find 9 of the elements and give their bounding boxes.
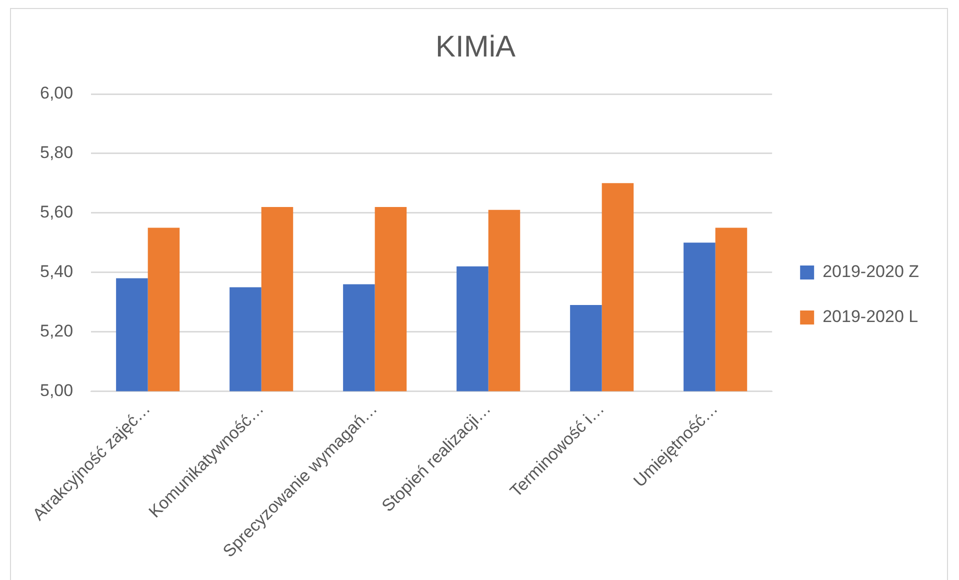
- y-tick-label: 5,40: [40, 262, 74, 282]
- y-tick-label: 5,80: [40, 143, 74, 162]
- legend-label: 2019-2020 L: [822, 307, 918, 326]
- y-tick-label: 6,00: [40, 84, 74, 103]
- y-tick-label: 5,20: [40, 321, 74, 340]
- y-tick-label: 5,00: [40, 380, 74, 400]
- legend-label: 2019-2020 Z: [822, 262, 919, 282]
- y-tick-label: 5,60: [40, 202, 74, 222]
- chart-title: KIMiA: [435, 30, 516, 64]
